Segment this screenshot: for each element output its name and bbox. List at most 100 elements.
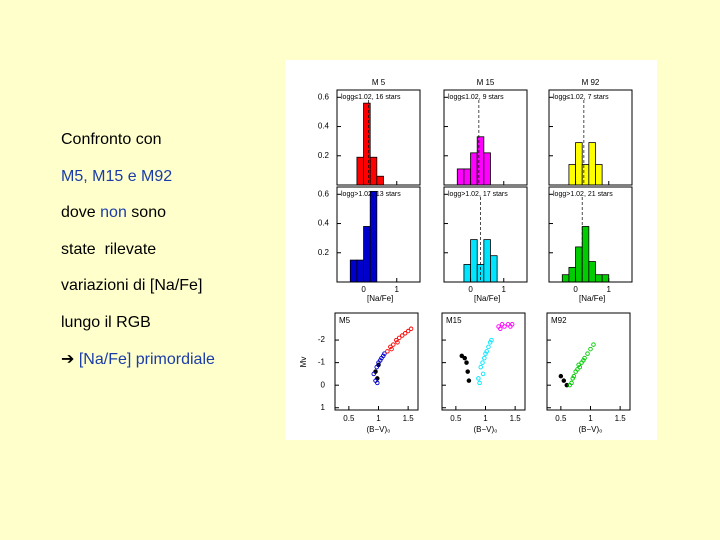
panel-label: M92 <box>551 316 567 325</box>
point <box>478 364 484 370</box>
histogram-bar <box>470 152 478 186</box>
point <box>582 355 587 361</box>
bullet-text: ➔ <box>61 350 79 368</box>
point <box>399 333 405 338</box>
panel-frame <box>443 186 528 283</box>
x-axis-label: [Na/Fe] <box>474 294 500 303</box>
histogram-bar <box>483 152 491 186</box>
bullet-text: M5, M15 e M92 <box>61 167 173 185</box>
x-tick-label: 1 <box>395 285 400 294</box>
x-tick-label: 1 <box>376 414 381 423</box>
x-tick-label: 0.5 <box>555 414 567 423</box>
point <box>382 351 387 356</box>
point <box>397 335 402 341</box>
panel-frame <box>443 89 528 186</box>
point <box>466 378 472 383</box>
point <box>561 378 567 383</box>
histogram-bar <box>490 255 498 283</box>
point <box>558 373 564 379</box>
x-tick-label: 1.5 <box>510 414 522 423</box>
bullet-text: lungo il RGB <box>61 313 151 331</box>
point <box>502 324 507 329</box>
point <box>464 360 469 365</box>
point <box>389 346 394 352</box>
x-axis-label: (B−V)₀ <box>579 425 603 434</box>
point <box>505 322 511 327</box>
x-axis-label: [Na/Fe] <box>367 294 393 303</box>
histogram-bar <box>463 264 471 283</box>
point <box>571 373 577 379</box>
histogram-bar <box>470 239 478 283</box>
point <box>477 380 482 386</box>
panel-label: logg≤1.02, 16 stars <box>341 94 401 101</box>
panel-frame <box>548 186 633 283</box>
point <box>576 362 581 368</box>
histogram-bar <box>356 259 364 283</box>
point <box>380 353 386 359</box>
bullet: Confronto con <box>61 122 215 159</box>
bullet-list: Confronto con M5, M15 e M92 dove non sono s… <box>61 122 215 378</box>
panel-label: M15 <box>446 316 462 325</box>
point <box>499 322 505 327</box>
histogram-bar <box>376 175 384 186</box>
point <box>480 371 486 377</box>
point <box>388 344 393 350</box>
histogram-bar <box>568 266 576 283</box>
histogram-bar <box>581 164 590 186</box>
histogram-bar <box>369 156 378 186</box>
panel-label: M5 <box>339 316 351 325</box>
x-tick-label: 1.5 <box>403 414 415 423</box>
histogram-bar <box>595 274 603 283</box>
panel-frame <box>336 186 421 283</box>
point <box>591 342 596 347</box>
x-axis-label: (B−V)₀ <box>367 425 391 434</box>
histogram-bar <box>588 142 596 186</box>
bullet: variazioni di [Na/Fe] <box>61 268 215 305</box>
x-tick-label: 0 <box>468 285 473 294</box>
y-tick-label: 0.2 <box>318 151 330 160</box>
point <box>564 382 570 388</box>
histogram-bar <box>456 168 465 186</box>
point <box>575 367 580 372</box>
histogram-bar <box>363 226 371 283</box>
point <box>486 344 491 350</box>
point <box>394 337 399 343</box>
point <box>498 326 503 332</box>
y-axis-label: Mv <box>299 357 308 368</box>
bullet-text: [Na/Fe] primordiale <box>78 350 215 368</box>
histogram-bar <box>349 259 358 283</box>
bullet: ➔ [Na/Fe] primordiale <box>61 342 215 379</box>
histogram-bar <box>561 274 570 283</box>
point <box>569 380 574 386</box>
panel-frame <box>336 89 421 186</box>
panel-frame <box>441 312 526 411</box>
x-tick-label: 0.5 <box>450 414 462 423</box>
panel-label: logg≤1.02, 7 stars <box>553 94 609 101</box>
point <box>391 342 396 347</box>
histogram-bar <box>463 168 471 186</box>
point <box>375 380 380 386</box>
bullet: lungo il RGB <box>61 305 215 342</box>
y-tick-label: -2 <box>318 335 326 344</box>
bullet-text: sono <box>126 204 166 222</box>
bullet-text: non <box>100 204 127 222</box>
y-tick-label: 0.6 <box>318 92 330 101</box>
point <box>405 328 411 334</box>
x-tick-label: 0 <box>361 285 366 294</box>
histogram-bar <box>601 274 610 283</box>
histogram-bar <box>483 239 491 283</box>
bullet: dove non sono <box>61 195 215 232</box>
bullet: M5, M15 e M92 <box>61 159 215 196</box>
panel-title: M 5 <box>372 78 386 87</box>
panel-label: logg≤1.02, 9 stars <box>448 94 504 101</box>
y-tick-label: 0 <box>321 380 326 389</box>
histogram-bar <box>588 261 596 283</box>
panel-frame <box>334 312 419 411</box>
histogram-bar <box>568 164 576 186</box>
histogram-bar <box>575 246 583 283</box>
x-tick-label: 1 <box>502 285 507 294</box>
histogram-bar <box>356 156 364 186</box>
bullet-text: state rilevate <box>61 240 157 258</box>
